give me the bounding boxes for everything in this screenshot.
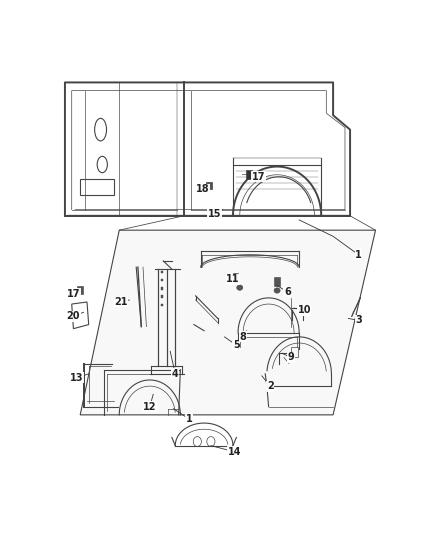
Text: 1: 1 bbox=[355, 250, 362, 260]
Text: 2: 2 bbox=[267, 381, 274, 391]
Bar bbox=[246, 170, 252, 179]
Text: 11: 11 bbox=[226, 274, 240, 285]
Bar bbox=[161, 271, 162, 273]
Text: 5: 5 bbox=[233, 340, 240, 350]
Bar bbox=[274, 277, 280, 286]
Text: 17: 17 bbox=[67, 289, 80, 299]
Text: 1: 1 bbox=[185, 414, 192, 424]
Text: 12: 12 bbox=[143, 402, 156, 411]
Bar bbox=[161, 287, 162, 290]
Text: 13: 13 bbox=[70, 373, 84, 383]
Text: 3: 3 bbox=[355, 316, 362, 326]
Text: 18: 18 bbox=[196, 184, 209, 194]
Bar bbox=[291, 347, 298, 358]
Bar bbox=[77, 286, 83, 294]
Bar bbox=[80, 179, 114, 195]
Text: 6: 6 bbox=[284, 287, 291, 297]
Text: 8: 8 bbox=[240, 332, 247, 342]
Text: 14: 14 bbox=[228, 447, 241, 457]
Bar bbox=[161, 279, 162, 281]
Polygon shape bbox=[80, 230, 375, 415]
Ellipse shape bbox=[274, 288, 280, 293]
Text: 17: 17 bbox=[252, 172, 265, 182]
Bar bbox=[233, 273, 238, 282]
Bar bbox=[161, 304, 162, 306]
Ellipse shape bbox=[237, 285, 243, 290]
Bar bbox=[206, 182, 212, 189]
Text: 15: 15 bbox=[208, 209, 221, 219]
Text: 21: 21 bbox=[114, 297, 128, 307]
Text: 10: 10 bbox=[297, 305, 311, 315]
Text: 9: 9 bbox=[287, 352, 294, 362]
Bar bbox=[161, 295, 162, 298]
Text: 4: 4 bbox=[172, 369, 179, 379]
Text: 20: 20 bbox=[67, 311, 80, 321]
